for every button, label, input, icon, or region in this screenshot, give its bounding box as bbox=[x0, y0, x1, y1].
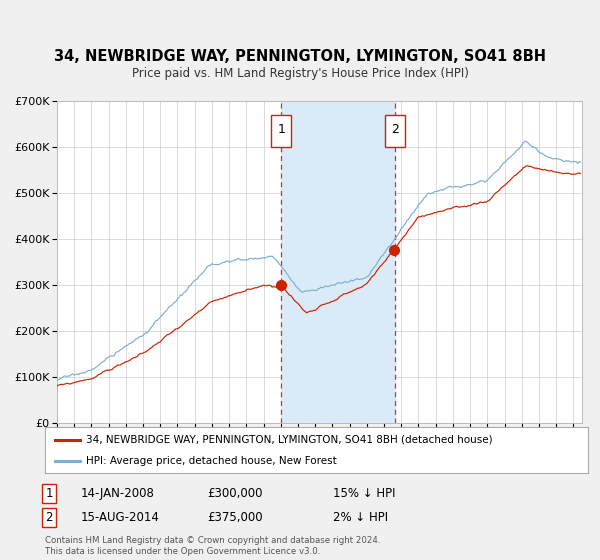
FancyBboxPatch shape bbox=[385, 115, 404, 147]
Text: 2: 2 bbox=[46, 511, 53, 524]
Text: 34, NEWBRIDGE WAY, PENNINGTON, LYMINGTON, SO41 8BH (detached house): 34, NEWBRIDGE WAY, PENNINGTON, LYMINGTON… bbox=[86, 435, 493, 445]
Text: Price paid vs. HM Land Registry's House Price Index (HPI): Price paid vs. HM Land Registry's House … bbox=[131, 67, 469, 80]
FancyBboxPatch shape bbox=[271, 115, 292, 147]
Text: 1: 1 bbox=[46, 487, 53, 501]
Text: £300,000: £300,000 bbox=[207, 487, 263, 501]
Text: 2% ↓ HPI: 2% ↓ HPI bbox=[333, 511, 388, 524]
Text: 15-AUG-2014: 15-AUG-2014 bbox=[81, 511, 160, 524]
Text: 34, NEWBRIDGE WAY, PENNINGTON, LYMINGTON, SO41 8BH: 34, NEWBRIDGE WAY, PENNINGTON, LYMINGTON… bbox=[54, 49, 546, 64]
Bar bbox=[281, 101, 395, 423]
Text: 14-JAN-2008: 14-JAN-2008 bbox=[81, 487, 155, 501]
Text: HPI: Average price, detached house, New Forest: HPI: Average price, detached house, New … bbox=[86, 456, 337, 466]
Text: Contains HM Land Registry data © Crown copyright and database right 2024.
This d: Contains HM Land Registry data © Crown c… bbox=[45, 536, 380, 556]
Text: £375,000: £375,000 bbox=[207, 511, 263, 524]
Text: 2: 2 bbox=[391, 123, 398, 136]
Text: 15% ↓ HPI: 15% ↓ HPI bbox=[333, 487, 395, 501]
Text: 1: 1 bbox=[278, 123, 286, 136]
